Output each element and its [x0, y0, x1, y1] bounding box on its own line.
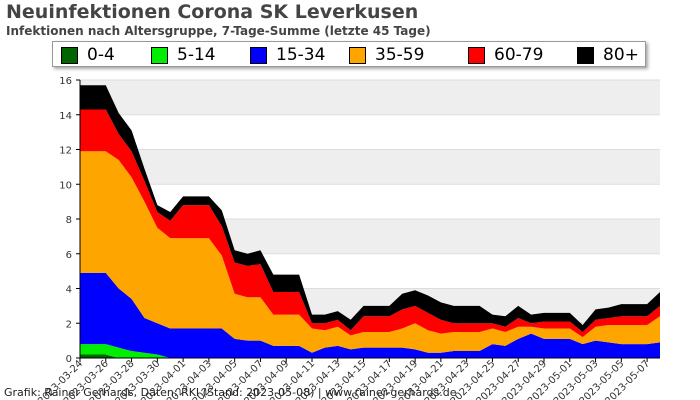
legend-label: 35-59 — [375, 45, 425, 65]
background-band — [80, 80, 660, 115]
stacked-areas — [80, 85, 660, 358]
legend-swatch — [468, 46, 485, 64]
y-tick-label: 16 — [59, 76, 72, 87]
footer-credit: Grafik: Rainer Gerhards, Daten: RKI (Sta… — [4, 386, 457, 399]
legend-swatch — [349, 46, 366, 64]
series-area-15-34 — [80, 272, 660, 358]
y-tick-label: 4 — [66, 285, 72, 296]
series-area-5-14 — [80, 344, 660, 358]
legend-label: 5-14 — [177, 45, 216, 65]
legend-swatch — [577, 46, 594, 64]
legend-label: 15-34 — [276, 45, 326, 65]
y-tick-label: 6 — [66, 250, 72, 261]
legend-swatch — [61, 46, 78, 64]
y-tick-label: 0 — [66, 354, 72, 365]
y-tick-label: 8 — [66, 215, 72, 226]
legend-label: 0-4 — [87, 45, 115, 65]
legend-item: 0-4 — [61, 44, 115, 66]
y-tick-label: 10 — [59, 180, 72, 191]
legend-swatch — [151, 46, 168, 64]
chart-subtitle: Infektionen nach Altersgruppe, 7-Tage-Su… — [6, 24, 431, 38]
legend-swatch — [250, 46, 267, 64]
legend-item: 5-14 — [151, 44, 216, 66]
legend-item: 35-59 — [349, 44, 424, 66]
legend-item: 60-79 — [468, 44, 543, 66]
background-bands — [80, 80, 660, 324]
series-area-60-79 — [80, 109, 660, 338]
chart-title: Neuinfektionen Corona SK Leverkusen — [6, 1, 419, 23]
legend-item: 80+ — [577, 44, 639, 66]
y-tick-label: 2 — [66, 319, 72, 330]
y-tick-labels: 0 2 4 6 8 10 12 14 16 — [59, 76, 80, 365]
y-tick-label: 14 — [59, 111, 72, 122]
background-band — [80, 149, 660, 185]
y-tick-label: 12 — [59, 146, 72, 157]
legend-label: 80+ — [603, 45, 639, 65]
legend-item: 15-34 — [250, 44, 325, 66]
series-area-35-59 — [80, 151, 660, 353]
legend-label: 60-79 — [494, 45, 544, 65]
legend: 0-4 5-14 15-34 35-59 60-79 80+ — [52, 41, 646, 67]
